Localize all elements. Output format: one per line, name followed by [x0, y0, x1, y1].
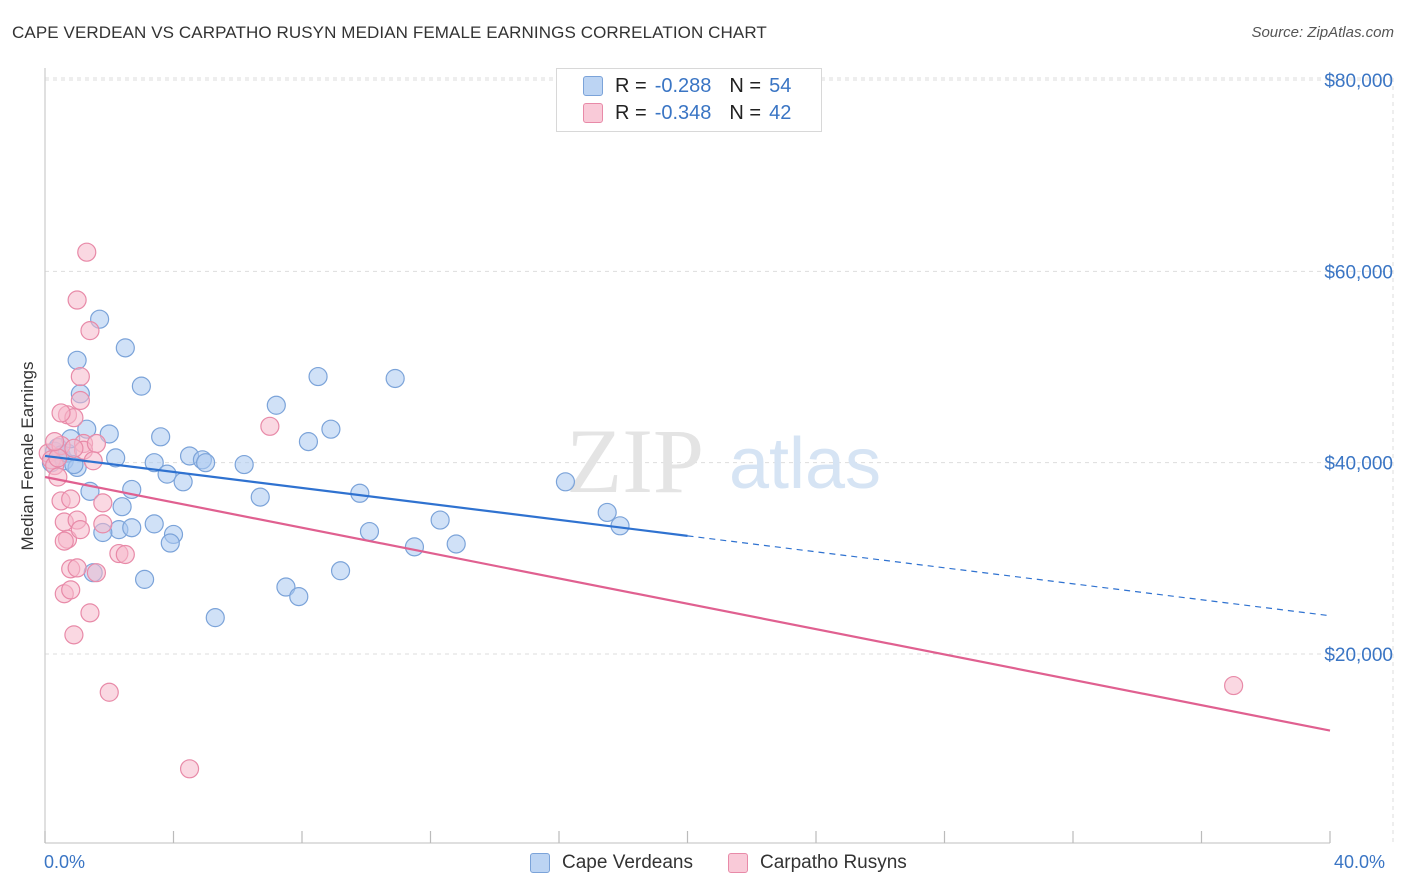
data-point-carpatho-rusyns — [93, 514, 113, 534]
data-point-cape-verdeans — [321, 419, 341, 439]
data-point-carpatho-rusyns — [260, 416, 280, 436]
data-point-cape-verdeans — [308, 366, 328, 387]
data-point-carpatho-rusyns — [179, 759, 200, 779]
data-point-cape-verdeans — [446, 534, 466, 554]
data-point-cape-verdeans — [160, 533, 180, 553]
series-carpatho-rusyns — [38, 242, 1244, 779]
legend-n-value: 42 — [769, 101, 792, 124]
data-point-cape-verdeans — [67, 350, 87, 370]
data-point-cape-verdeans — [404, 537, 425, 557]
data-point-carpatho-rusyns — [93, 493, 113, 513]
data-point-carpatho-rusyns — [115, 544, 135, 565]
data-point-carpatho-rusyns — [45, 432, 65, 452]
legend-r-label: R = — [615, 74, 647, 97]
data-point-carpatho-rusyns — [48, 467, 68, 487]
data-point-carpatho-rusyns — [67, 558, 87, 578]
bottom-legend-label: Cape Verdeans — [562, 852, 693, 873]
data-point-cape-verdeans — [359, 521, 380, 542]
chart-title: CAPE VERDEAN VS CARPATHO RUSYN MEDIAN FE… — [12, 23, 767, 42]
data-point-cape-verdeans — [330, 561, 351, 581]
data-point-carpatho-rusyns — [99, 682, 119, 702]
y-tick-label: $60,000 — [1324, 262, 1393, 283]
legend-n-value: 54 — [769, 74, 792, 97]
bottom-legend-cape-verdeans: Cape Verdeans — [530, 852, 693, 874]
data-point-cape-verdeans — [157, 464, 177, 484]
trendline-cape-verdeans-extrapolated — [687, 535, 1331, 617]
y-axis-label: Median Female Earnings — [18, 361, 37, 551]
data-point-carpatho-rusyns — [86, 563, 107, 583]
data-point-carpatho-rusyns — [61, 489, 81, 509]
series-cape-verdeans — [41, 309, 630, 628]
data-point-carpatho-rusyns — [64, 438, 84, 458]
watermark-atlas: atlas — [729, 424, 881, 504]
data-point-cape-verdeans — [276, 577, 296, 597]
legend-row-carpatho-rusyns: R = -0.348 N = 42 — [583, 100, 791, 126]
data-point-cape-verdeans — [555, 472, 576, 492]
data-point-cape-verdeans — [173, 472, 193, 492]
y-tick-label: $80,000 — [1324, 71, 1393, 92]
data-point-cape-verdeans — [112, 497, 132, 517]
bottom-legend-swatch-pink — [728, 853, 748, 873]
data-point-cape-verdeans — [106, 448, 126, 468]
data-point-cape-verdeans — [196, 453, 216, 473]
data-point-cape-verdeans — [298, 432, 319, 452]
data-point-carpatho-rusyns — [1224, 675, 1244, 696]
bottom-legend-swatch-blue — [530, 853, 550, 873]
data-point-cape-verdeans — [115, 338, 135, 358]
legend-r-value: -0.348 — [654, 101, 712, 124]
data-point-cape-verdeans — [385, 368, 405, 389]
data-point-carpatho-rusyns — [77, 242, 97, 262]
data-point-carpatho-rusyns — [80, 321, 100, 341]
trendline-cape-verdeans — [44, 454, 688, 537]
data-point-cape-verdeans — [122, 518, 142, 538]
legend-r-label: R = — [615, 101, 647, 124]
trendline-carpatho-rusyns — [44, 475, 1331, 732]
data-point-cape-verdeans — [99, 424, 119, 444]
data-point-carpatho-rusyns — [51, 403, 71, 423]
data-point-cape-verdeans — [250, 487, 270, 507]
source-label: Source: ZipAtlas.com — [1251, 24, 1394, 41]
stats-legend: R = -0.288 N = 54 R = -0.348 N = 42 — [556, 68, 822, 132]
y-tick-label: $20,000 — [1324, 645, 1393, 666]
legend-n-label: N = — [729, 101, 762, 124]
data-point-carpatho-rusyns — [54, 531, 74, 551]
watermark: ZIP atlas — [566, 410, 881, 512]
data-point-cape-verdeans — [597, 502, 617, 523]
data-point-cape-verdeans — [134, 569, 155, 589]
bottom-legend-carpatho-rusyns: Carpatho Rusyns — [728, 852, 907, 874]
data-point-cape-verdeans — [234, 454, 254, 475]
legend-swatch-pink — [583, 103, 603, 123]
legend-row-cape-verdeans: R = -0.288 N = 54 — [583, 73, 791, 99]
data-point-cape-verdeans — [430, 510, 450, 530]
legend-r-value: -0.288 — [654, 74, 712, 97]
y-tick-label: $40,000 — [1324, 454, 1393, 475]
data-point-carpatho-rusyns — [70, 390, 90, 411]
data-point-cape-verdeans — [151, 427, 171, 447]
data-point-carpatho-rusyns — [67, 290, 87, 310]
data-point-carpatho-rusyns — [61, 580, 81, 600]
data-point-carpatho-rusyns — [64, 625, 84, 645]
legend-n-label: N = — [729, 74, 762, 97]
y-tick-labels: $20,000 $40,000 $60,000 $80,000 — [1324, 71, 1393, 666]
data-point-carpatho-rusyns — [80, 603, 100, 623]
x-tick-label-max: 40.0% — [1334, 852, 1386, 872]
trendlines — [44, 454, 1331, 732]
legend-swatch-blue — [583, 76, 603, 96]
data-point-cape-verdeans — [131, 376, 151, 396]
data-point-carpatho-rusyns — [86, 433, 107, 454]
x-tick-label-min: 0.0% — [44, 852, 86, 872]
data-point-cape-verdeans — [205, 608, 225, 628]
data-point-cape-verdeans — [144, 453, 164, 473]
data-point-cape-verdeans — [266, 395, 286, 415]
watermark-zip: ZIP — [566, 410, 704, 512]
data-point-carpatho-rusyns — [70, 520, 90, 540]
data-point-carpatho-rusyns — [70, 366, 90, 387]
data-point-cape-verdeans — [289, 586, 309, 607]
data-point-cape-verdeans — [144, 514, 164, 534]
bottom-legend-label: Carpatho Rusyns — [760, 852, 907, 873]
